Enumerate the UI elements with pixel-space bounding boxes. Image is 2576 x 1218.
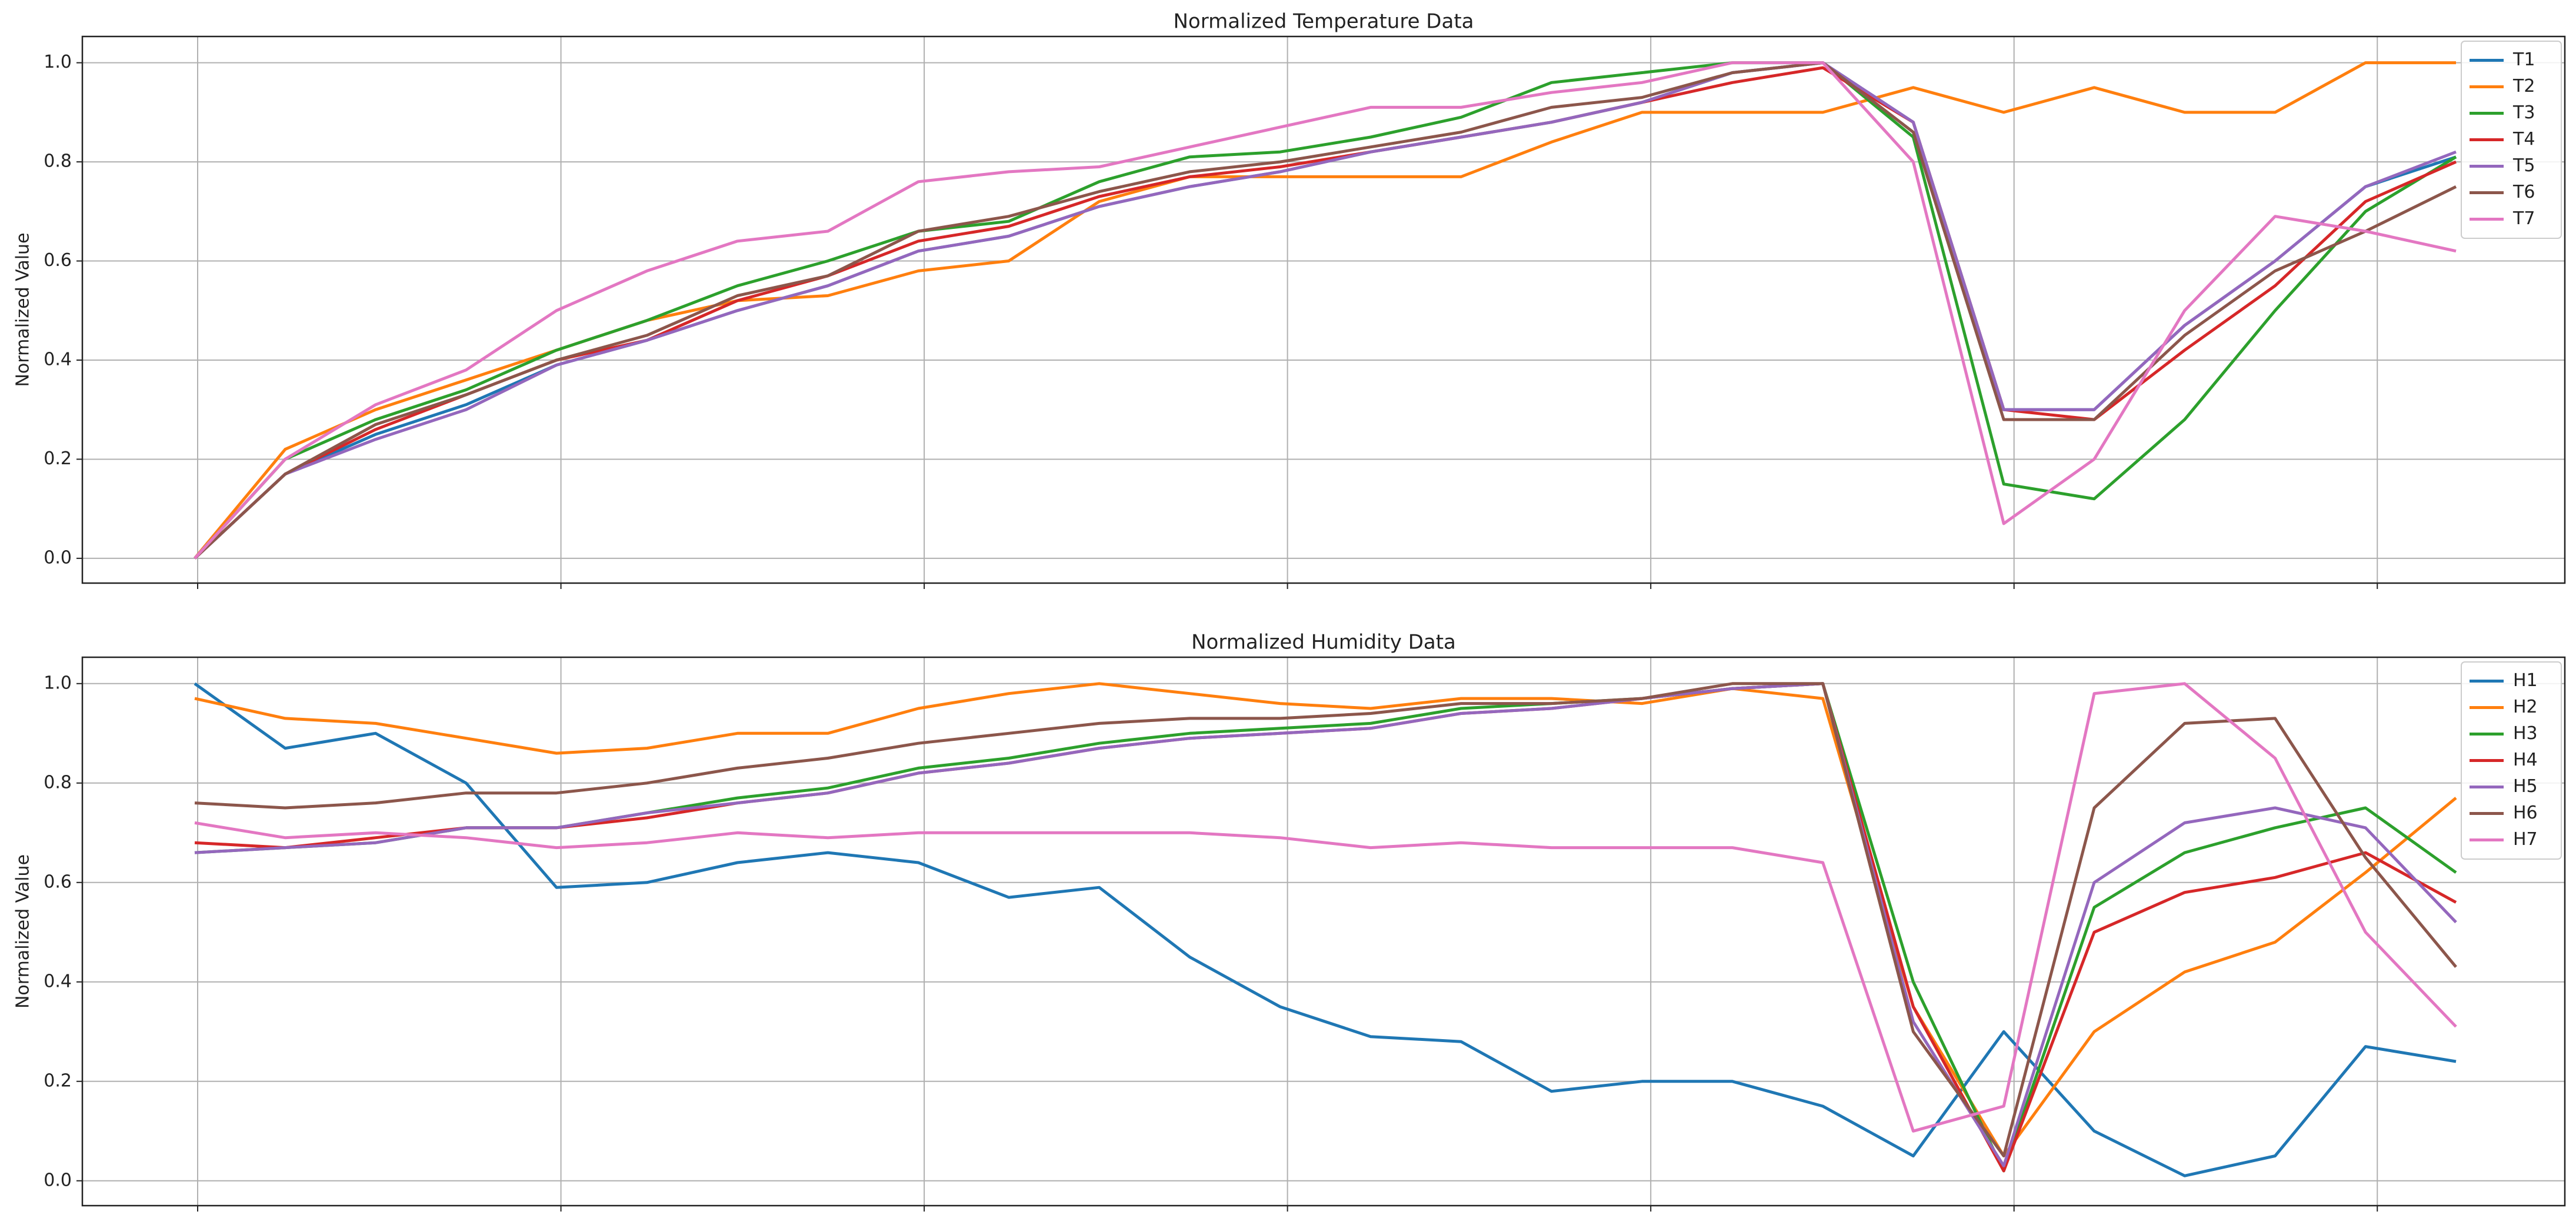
series-line [194,682,2457,1157]
y-tick-label: 0.2 [44,448,72,469]
legend-label: T3 [2512,102,2535,123]
series-line [194,66,2457,560]
y-tick-label: 0.0 [44,1170,72,1190]
legend-label: H2 [2513,697,2538,717]
legend-label: H1 [2513,670,2538,691]
chart-title: Normalized Temperature Data [1174,10,1474,34]
series-line [194,61,2457,560]
series-line [194,61,2457,560]
series-line [194,61,2457,560]
legend-label: T5 [2512,155,2535,176]
series-line [194,682,2457,1173]
legend-box [2461,41,2562,239]
legend-label: T1 [2512,49,2535,70]
legend-label: T6 [2512,182,2535,202]
y-tick-label: 0.0 [44,547,72,568]
legend: T1 T2 T3 T4 T5 T6 T7 [2461,41,2562,239]
y-tick-label: 0.4 [44,349,72,370]
y-tick-label: 0.2 [44,1070,72,1091]
legend-label: T4 [2512,129,2535,149]
legend-label: T7 [2512,208,2535,229]
y-tick-label: 0.8 [44,772,72,793]
legend-label: H6 [2513,803,2538,823]
legend-box [2461,661,2562,860]
series-line [194,682,2457,1173]
y-tick-label: 0.8 [44,151,72,172]
legend-label: H7 [2513,829,2538,850]
axes-frame [81,35,2566,584]
series-line [194,682,2457,1157]
y-tick-label: 1.0 [44,52,72,72]
chart: Normalized Temperature Data Normalized Va… [13,10,2566,589]
legend: H1 H2 H3 H4 H5 H6 H7 [2461,661,2562,860]
axes-frame [81,656,2566,1207]
y-tick-label: 1.0 [44,673,72,693]
y-axis-label: Normalized Value [13,232,34,387]
chart-title: Normalized Humidity Data [1191,631,1456,654]
legend-label: H5 [2513,776,2538,797]
series-line [194,682,2457,1167]
legend-label: T2 [2512,76,2535,96]
y-tick-label: 0.4 [44,971,72,991]
series-line [194,61,2457,560]
y-tick-label: 0.6 [44,871,72,892]
series-line [194,682,2457,1177]
y-axis-label: Normalized Value [13,854,34,1009]
series-line [194,682,2457,1133]
legend-label: H4 [2513,750,2538,770]
series-line [194,61,2457,560]
chart: Normalized Humidity Data Normalized Value… [13,631,2566,1212]
series-line [194,61,2456,560]
y-tick-label: 0.6 [44,250,72,271]
legend-label: H3 [2513,723,2538,744]
